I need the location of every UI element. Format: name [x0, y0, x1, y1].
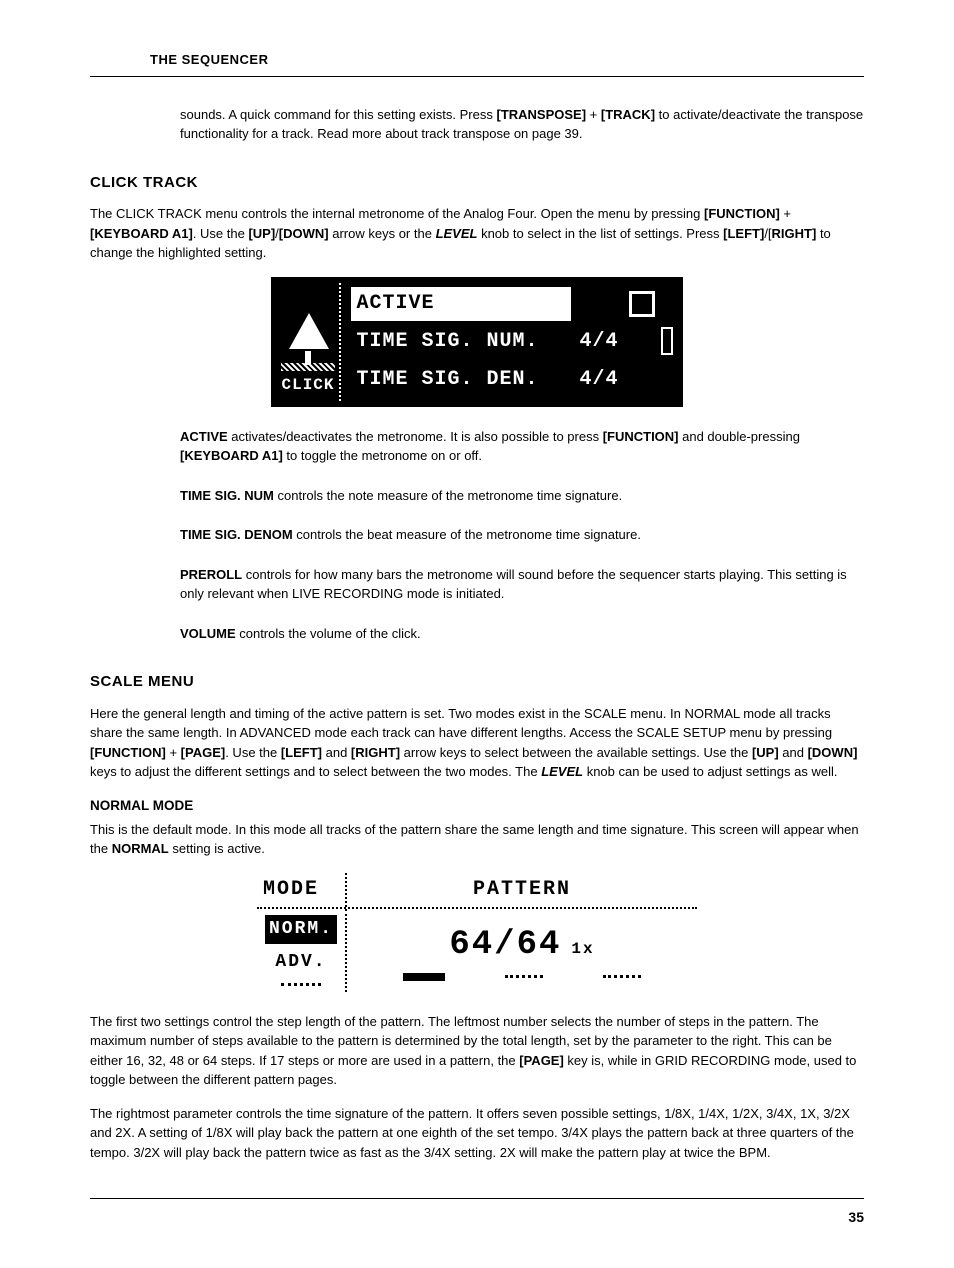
- knob-level: LEVEL: [436, 226, 478, 241]
- knob-level: LEVEL: [541, 764, 583, 779]
- b: TIME SIG. NUM: [180, 488, 274, 503]
- t: The CLICK TRACK menu controls the intern…: [90, 206, 704, 221]
- t: knob can be used to adjust settings as w…: [583, 764, 837, 779]
- b: PREROLL: [180, 567, 242, 582]
- key-down: [DOWN]: [279, 226, 329, 241]
- t: . Use the: [225, 745, 281, 760]
- t: and: [322, 745, 351, 760]
- key-page: [PAGE]: [519, 1053, 564, 1068]
- lcd2-mode-col: NORM. ADV.: [257, 909, 347, 992]
- b: TIME SIG. DENOM: [180, 527, 293, 542]
- t: Here the general length and timing of th…: [90, 706, 832, 741]
- key-function: [FUNCTION]: [704, 206, 780, 221]
- lcd2-pattern-header: PATTERN: [347, 873, 697, 907]
- desc-preroll: PREROLL controls for how many bars the m…: [180, 565, 864, 604]
- t: . Use the: [193, 226, 249, 241]
- scale-intro: Here the general length and timing of th…: [90, 704, 864, 782]
- scale-menu-title: SCALE MENU: [90, 671, 864, 694]
- header-rule: [90, 76, 864, 77]
- desc-den: TIME SIG. DENOM controls the beat measur…: [180, 525, 864, 545]
- t: /[: [764, 226, 771, 241]
- click-lcd: CLICK ACTIVE TIME SIG. NUM. 4/4 TIME SIG…: [271, 277, 682, 407]
- lcd-left-panel: CLICK: [277, 283, 340, 401]
- desc-num: TIME SIG. NUM controls the note measure …: [180, 486, 864, 506]
- lcd-row-num: TIME SIG. NUM. 4/4: [351, 325, 655, 359]
- lcd-label-active: ACTIVE: [351, 287, 571, 321]
- footer-rule: [90, 1198, 864, 1199]
- lcd-val-den: 4/4: [571, 365, 623, 395]
- metronome-icon: [285, 313, 331, 359]
- lcd2-big-num: 64/64: [449, 920, 561, 971]
- t: knob to select in the list of settings. …: [477, 226, 723, 241]
- lcd-label-den: TIME SIG. DEN.: [351, 363, 571, 397]
- t: to toggle the metronome on or off.: [283, 448, 482, 463]
- t: arrow keys or the: [329, 226, 436, 241]
- lcd2-marks: [403, 973, 641, 981]
- lcd2-dots: [505, 975, 543, 978]
- t: +: [780, 206, 791, 221]
- desc-volume: VOLUME controls the volume of the click.: [180, 624, 864, 644]
- t: keys to adjust the different settings an…: [90, 764, 541, 779]
- key-left: [LEFT]: [281, 745, 322, 760]
- t: activates/deactivates the metronome. It …: [228, 429, 603, 444]
- lcd2-bar: [403, 973, 445, 981]
- click-track-intro: The CLICK TRACK menu controls the intern…: [90, 204, 864, 263]
- key-right: [RIGHT]: [351, 745, 400, 760]
- page-number: 35: [90, 1207, 864, 1228]
- lcd-scrollbar: [661, 327, 673, 357]
- key-up: [UP]: [248, 226, 275, 241]
- key-up: [UP]: [752, 745, 779, 760]
- lcd-checkbox: [629, 291, 655, 317]
- key-function: [FUNCTION]: [603, 429, 679, 444]
- b: ACTIVE: [180, 429, 228, 444]
- b: VOLUME: [180, 626, 236, 641]
- lcd-label-num: TIME SIG. NUM.: [351, 325, 571, 359]
- t: controls the volume of the click.: [236, 626, 421, 641]
- lcd2-step-value: 64/64 1x: [449, 920, 594, 971]
- normal-mode-para: This is the default mode. In this mode a…: [90, 820, 864, 859]
- intro-paragraph: sounds. A quick command for this setting…: [180, 105, 864, 144]
- lcd-right-panel: ACTIVE TIME SIG. NUM. 4/4 TIME SIG. DEN.…: [341, 283, 677, 401]
- lcd-val-num: 4/4: [571, 327, 623, 357]
- normal-mode-title: NORMAL MODE: [90, 796, 864, 816]
- t: and double-pressing: [679, 429, 800, 444]
- key-left: [LEFT]: [723, 226, 764, 241]
- t: and: [779, 745, 808, 760]
- t: +: [166, 745, 181, 760]
- lcd-scroll-thumb: [661, 327, 673, 355]
- page-header: THE SEQUENCER: [90, 50, 268, 70]
- t: setting is active.: [169, 841, 265, 856]
- key-track: [TRACK]: [601, 107, 655, 122]
- intro-text: sounds. A quick command for this setting…: [180, 107, 496, 122]
- scale-lcd: MODE PATTERN NORM. ADV. 64/64 1x: [257, 873, 697, 992]
- key-right: RIGHT]: [772, 226, 817, 241]
- plus: +: [586, 107, 601, 122]
- lcd2-mult: 1x: [571, 937, 594, 961]
- lcd-row-den: TIME SIG. DEN. 4/4: [351, 363, 655, 397]
- lcd2-pattern-col: 64/64 1x: [347, 909, 697, 992]
- lcd2-dots: [603, 975, 641, 978]
- t: arrow keys to select between the availab…: [400, 745, 752, 760]
- key-page: [PAGE]: [181, 745, 226, 760]
- click-track-title: CLICK TRACK: [90, 172, 864, 195]
- desc-active: ACTIVE activates/deactivates the metrono…: [180, 427, 864, 466]
- lcd2-opt-norm: NORM.: [265, 915, 337, 944]
- lcd-row-active: ACTIVE: [351, 287, 655, 321]
- key-function: [FUNCTION]: [90, 745, 166, 760]
- b: NORMAL: [112, 841, 169, 856]
- key-transpose: [TRANSPOSE]: [496, 107, 586, 122]
- lcd2-opt-adv: ADV.: [271, 948, 330, 977]
- t: controls the note measure of the metrono…: [274, 488, 622, 503]
- t: controls the beat measure of the metrono…: [293, 527, 641, 542]
- scale-p2: The first two settings control the step …: [90, 1012, 864, 1090]
- scale-p3: The rightmost parameter controls the tim…: [90, 1104, 864, 1163]
- lcd2-mode-header: MODE: [257, 873, 347, 907]
- key-keyboard-a1: [KEYBOARD A1]: [90, 226, 193, 241]
- key-down: [DOWN]: [808, 745, 858, 760]
- t: controls for how many bars the metronome…: [180, 567, 847, 602]
- key-keyboard-a1: [KEYBOARD A1]: [180, 448, 283, 463]
- lcd-side-label: CLICK: [281, 373, 334, 397]
